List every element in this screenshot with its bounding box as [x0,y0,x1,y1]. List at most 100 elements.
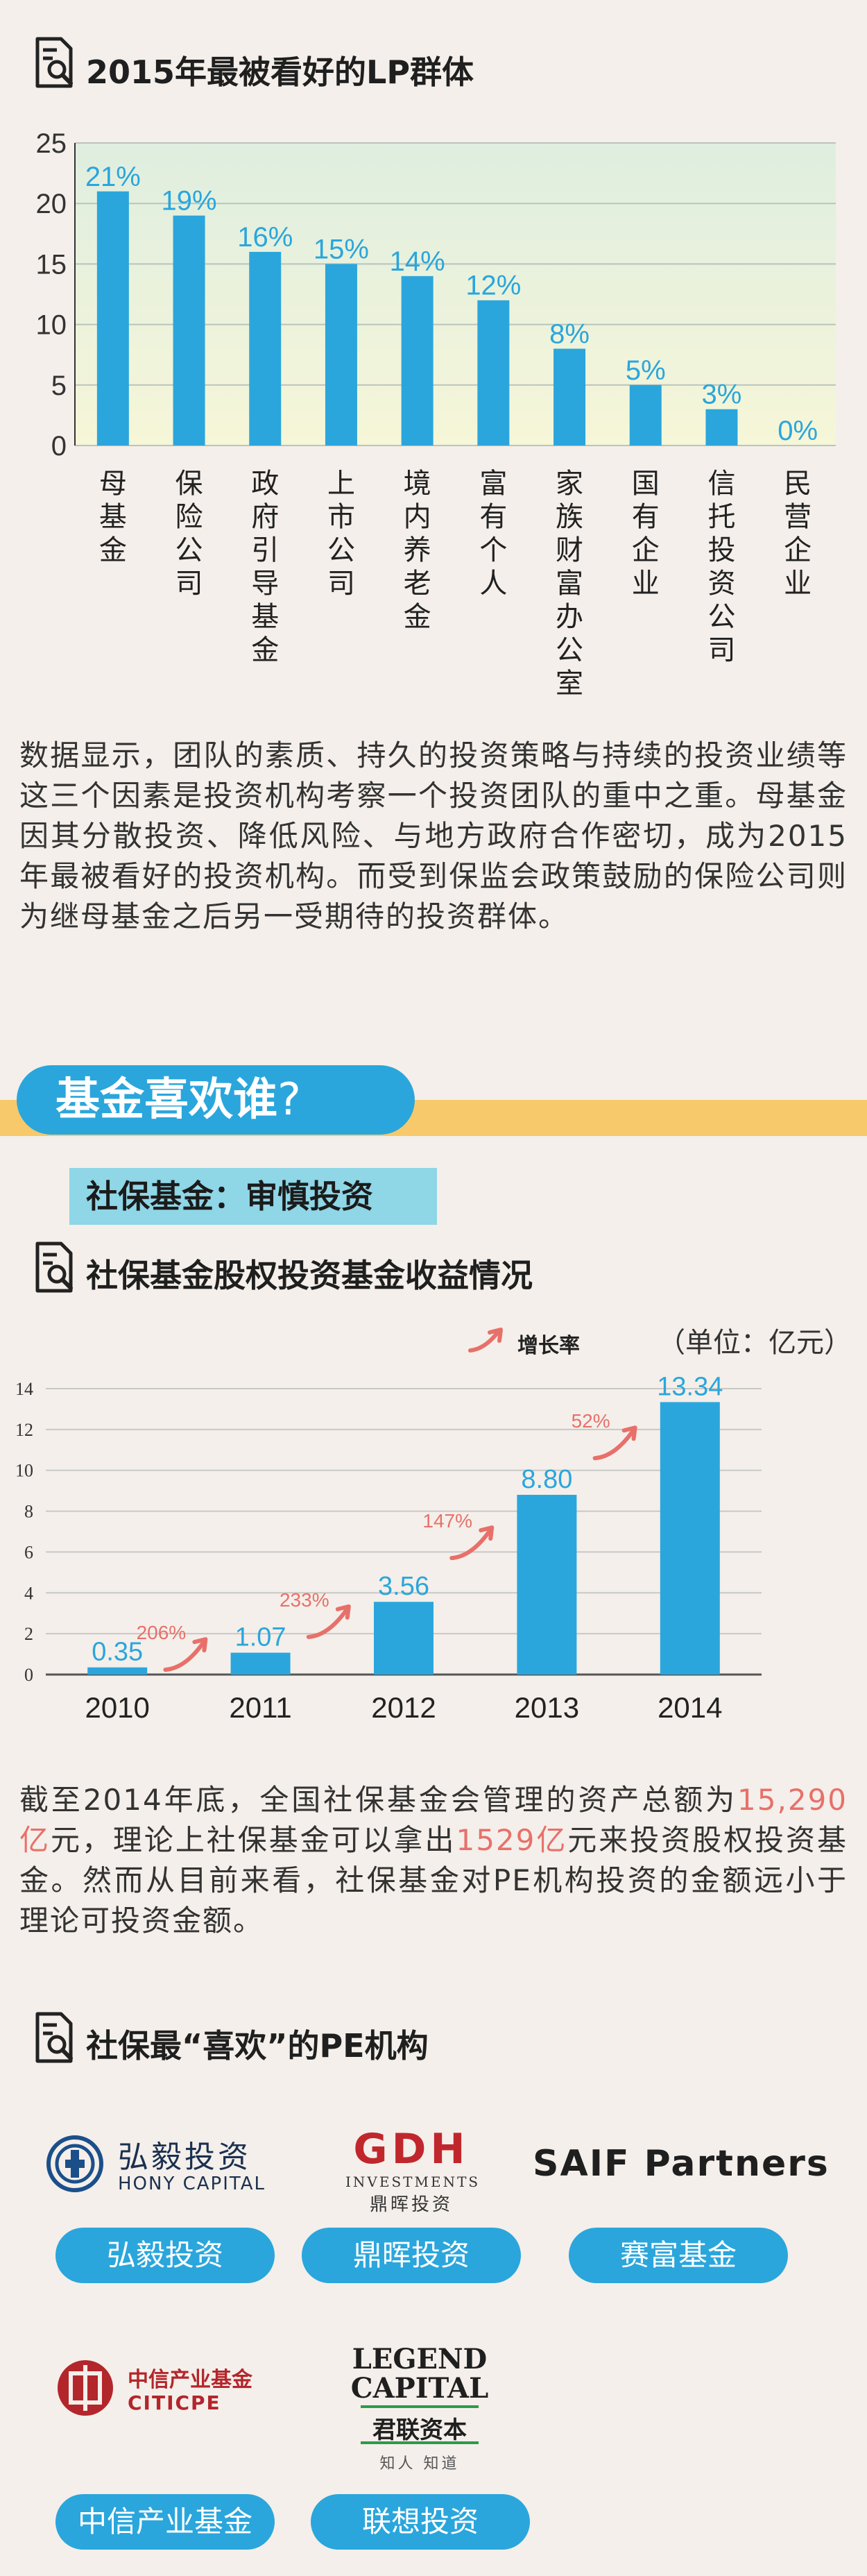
saif-partners-logo: SAIF Partners [533,2143,830,2185]
growth-rate-label: 206% [137,1622,187,1643]
x-tick-label-char: 国 [632,468,660,500]
data-label: 3% [702,380,742,410]
y-tick-label: 25 [36,128,67,159]
x-tick-label-char: 上 [327,468,355,500]
x-tick-label-char: 企 [784,534,812,566]
gdh-logo: GDH INVESTMENTS 鼎晖投资 [345,2125,481,2215]
gdh-button[interactable]: 鼎晖投资 [302,2228,521,2283]
x-tick-label-char: 导 [251,568,279,600]
data-label: 13.34 [657,1372,723,1401]
section-title: 社保最“喜欢”的PE机构 [86,2027,429,2065]
y-tick-label: 2 [24,1624,33,1644]
x-tick-label-char: 引 [251,534,279,566]
x-tick-label-char: 族 [556,501,583,533]
banner-title: 基金喜欢谁? [17,1065,415,1135]
section2-paragraph: 截至2014年底，全国社保基金会管理的资产总额为15,290亿元，理论上社保基金… [19,1783,848,1938]
x-tick-label-char: 市 [327,501,355,533]
growth-arrow [163,1637,208,1672]
x-tick-label-char: 基 [251,601,279,633]
data-label: 16% [237,222,293,253]
section-title: 社保基金股权投资基金收益情况 [86,1257,533,1294]
x-tick-label-char: 托 [707,501,735,533]
data-label: 21% [85,162,141,192]
data-label: 19% [162,186,217,217]
bar [374,1602,434,1675]
data-label: 8% [549,319,590,349]
bar [173,215,205,446]
x-tick-label-char: 有 [479,501,507,533]
x-tick-label-char: 业 [784,568,812,600]
x-tick-label-char: 资 [707,568,735,600]
bar [230,1652,291,1675]
growth-rate-label: 147% [422,1510,472,1532]
document-search-icon [35,37,73,88]
x-tick-label-char: 内 [404,501,431,533]
x-tick-label-char: 有 [632,501,660,533]
data-label: 14% [390,246,445,277]
bar [553,348,586,446]
x-tick-label-char: 信 [707,468,735,500]
saif-button[interactable]: 赛富基金 [569,2228,788,2283]
y-tick-label: 15 [36,249,67,280]
bar [477,300,510,446]
x-tick-label-char: 金 [99,534,127,566]
bar [705,409,738,446]
x-tick-label: 2014 [658,1691,722,1724]
x-tick-label-char: 办 [556,601,583,633]
x-tick-label-char: 民 [784,468,812,500]
section-title: 2015年最被看好的LP群体 [86,53,474,91]
arrow-head [479,1525,495,1541]
y-tick-label: 5 [51,371,67,401]
x-tick-label-char: 母 [99,468,127,500]
bar [517,1495,577,1675]
document-search-icon [35,2012,73,2063]
x-tick-label-char: 公 [556,634,583,666]
bar [96,191,129,446]
sub-banner: 社保基金：审慎投资 [69,1168,437,1225]
growth-arrow-icon [468,1328,503,1353]
growth-arrow-icon [592,1430,635,1461]
bar [629,384,662,446]
arrow-head [335,1604,351,1620]
citicpe-logo: 中信产业基金 CITICPE [55,2358,284,2421]
x-tick-label: 2011 [229,1691,291,1724]
x-tick-label-char: 老 [404,568,431,600]
x-tick-label-char: 富 [479,468,507,500]
unit-label: （单位：亿元） [658,1327,852,1359]
x-tick-label-char: 企 [632,534,660,566]
x-tick-label-char: 富 [556,568,583,600]
x-tick-label-char: 室 [556,668,583,700]
x-tick-label-char: 个 [479,534,507,566]
citicpe-button[interactable]: 中信产业基金 [55,2494,275,2550]
x-tick-label-char: 养 [404,534,431,566]
y-tick-label: 20 [36,189,67,219]
fund-return-bar-chart: 0 2 4 6 8 10 12 14 0.35 2010 1.07 2011 3.56 2012 8.80 2… [15,1372,762,1724]
bar [249,251,282,446]
x-tick-label: 2010 [85,1691,149,1724]
legend-label: 增长率 [517,1334,580,1358]
x-tick-label: 2013 [515,1691,579,1724]
x-tick-label-char: 府 [251,501,279,533]
x-tick-label-char: 司 [707,634,735,666]
document-search-icon [35,1242,73,1293]
y-tick-label: 14 [15,1379,33,1399]
y-tick-label: 0 [24,1665,33,1685]
x-tick-label-char: 基 [99,501,127,533]
legend-button[interactable]: 联想投资 [311,2494,530,2550]
data-label: 5% [626,355,666,386]
data-label: 12% [465,271,521,301]
x-tick-label-char: 公 [707,601,735,633]
y-tick-label: 0 [51,431,67,461]
x-tick-label-char: 政 [251,468,279,500]
x-tick-label-char: 金 [404,601,431,633]
section1-paragraph: 数据显示，团队的素质、持久的投资策略与持续的投资业绩等这三个因素是投资机构考察一… [19,738,848,933]
bar [87,1667,148,1675]
x-tick-label-char: 家 [556,468,583,500]
bar [660,1402,720,1675]
growth-arrow [449,1525,495,1561]
growth-rate-label: 52% [572,1410,610,1432]
hony-button[interactable]: 弘毅投资 [55,2228,275,2283]
x-tick-label-char: 业 [632,568,660,600]
y-tick-label: 10 [15,1461,33,1481]
x-tick-label-char: 人 [479,568,507,600]
